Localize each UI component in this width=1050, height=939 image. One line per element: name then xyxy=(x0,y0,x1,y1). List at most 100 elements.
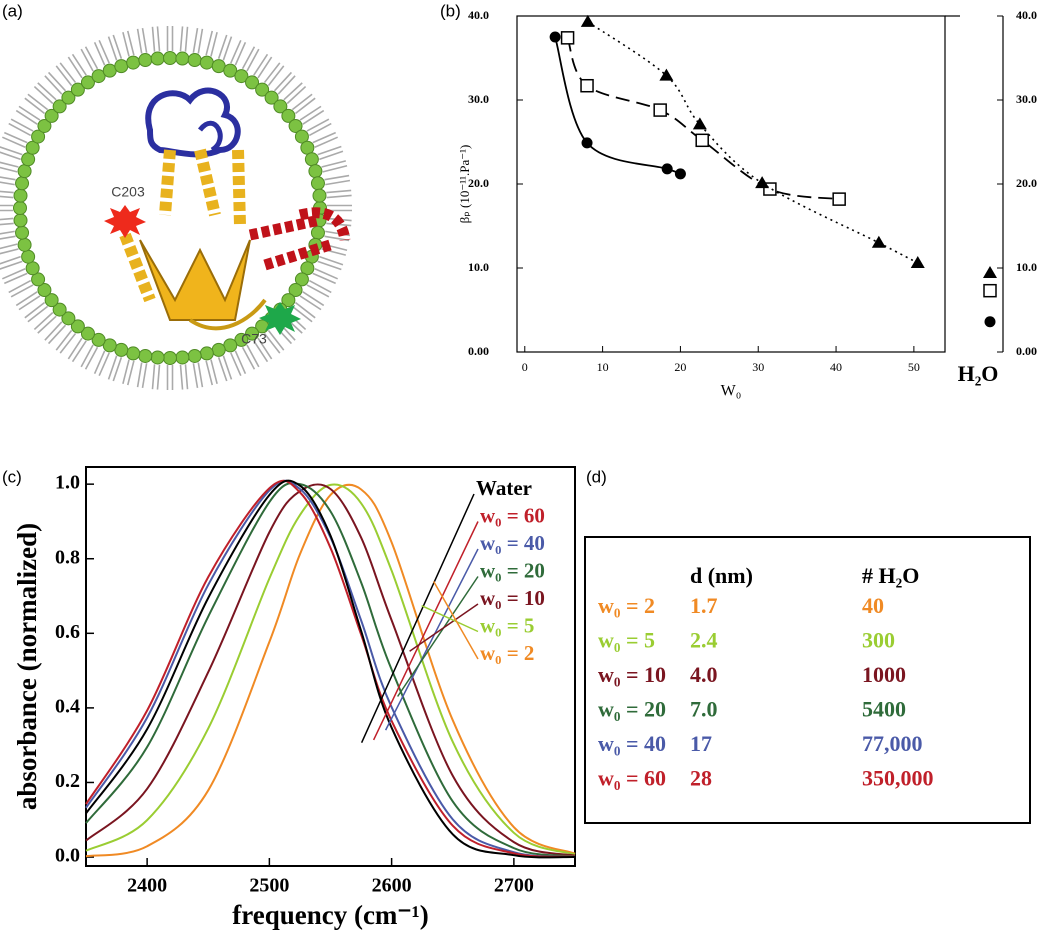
lipid-tail xyxy=(317,145,342,156)
series-line xyxy=(85,483,576,858)
lipid-tail xyxy=(253,53,269,76)
x-tick-label: 2400 xyxy=(127,875,167,897)
lipid-tail xyxy=(0,255,21,265)
y-tick-label: 0.8 xyxy=(55,546,80,568)
lipid-head xyxy=(234,332,249,347)
lipid-tail xyxy=(294,97,316,115)
y-tick-label: 0.4 xyxy=(55,695,80,717)
lipid-tail xyxy=(0,176,16,181)
lipid-tail xyxy=(47,71,67,92)
lipid-tail xyxy=(141,27,148,53)
panel-label: (d) xyxy=(586,467,607,486)
lipid-head xyxy=(44,293,59,308)
lipid-head xyxy=(80,75,95,90)
lipid-head xyxy=(61,90,76,105)
lipid-tail xyxy=(317,260,342,271)
lipid-tail xyxy=(234,350,247,374)
y-tick-label: 0.00 xyxy=(468,344,489,358)
lipid-tail xyxy=(18,105,41,121)
lipid-tail xyxy=(184,26,189,52)
point xyxy=(581,137,593,149)
lipid-tail xyxy=(107,36,118,61)
lipid-tail xyxy=(71,340,87,363)
lipid-head xyxy=(308,164,323,179)
lipid-tail xyxy=(246,344,260,368)
lipid-head xyxy=(44,108,59,123)
lipid-tail xyxy=(312,131,336,144)
lipid-head xyxy=(281,293,296,308)
coil xyxy=(188,298,267,331)
table-cell: w₀ = 10 xyxy=(598,662,666,687)
lipid-tail xyxy=(308,122,332,137)
table-cell: 28 xyxy=(690,766,712,791)
legend-label: w₀ = 20 xyxy=(480,558,545,582)
table-header: d (nm) xyxy=(690,563,753,588)
y-tick-label: 0.0 xyxy=(55,845,80,867)
lipid-head xyxy=(288,118,303,133)
lipid-tail xyxy=(314,268,338,280)
point xyxy=(653,103,667,117)
lipid-tail xyxy=(0,146,23,156)
y2-tick-label: 30.0 xyxy=(1016,92,1037,106)
lipid-head xyxy=(163,51,177,65)
lipid-tail xyxy=(312,272,336,285)
x-tick-label: 40 xyxy=(830,360,842,374)
x-tick-label: 20 xyxy=(674,360,686,374)
lipid-tail xyxy=(273,71,293,92)
point xyxy=(695,133,709,148)
lipid-tail xyxy=(263,332,281,354)
series-line xyxy=(85,483,576,856)
lipid-head xyxy=(211,342,226,357)
helix xyxy=(119,232,156,303)
table-cell: 17 xyxy=(690,731,712,756)
lipid-tail xyxy=(179,26,184,52)
lipid-tail xyxy=(184,364,189,390)
series-line xyxy=(566,37,840,201)
lipid-head xyxy=(264,90,279,105)
lipid-head xyxy=(91,332,106,347)
helix xyxy=(248,207,351,271)
lipid-tail xyxy=(141,363,148,389)
lipid-tail xyxy=(267,329,285,351)
point xyxy=(661,163,673,175)
lipid-head xyxy=(13,201,27,215)
series-line xyxy=(85,482,576,858)
lipid-tail xyxy=(8,122,32,137)
lipid-tail xyxy=(222,355,233,380)
y-tick-label: 0.2 xyxy=(55,770,80,792)
table-cell: w₀ = 5 xyxy=(598,628,655,653)
point xyxy=(692,117,707,130)
lipid-tail xyxy=(80,48,94,72)
series-line xyxy=(587,21,919,264)
lipid-head xyxy=(80,326,95,341)
lipid-head xyxy=(245,75,260,90)
table-cell: w₀ = 20 xyxy=(598,697,666,722)
lipid-tail xyxy=(283,82,303,101)
lipid-head xyxy=(294,129,309,144)
table-cell: w₀ = 40 xyxy=(598,731,666,756)
lipid-head xyxy=(163,351,177,365)
legend-label: w₀ = 40 xyxy=(480,531,545,555)
lipid-tail xyxy=(291,93,313,111)
lipid-head xyxy=(150,350,165,365)
lipid-tail xyxy=(257,337,273,360)
micelle-diagram: C203 C73 xyxy=(0,26,352,390)
lipid-tail xyxy=(10,284,34,298)
point xyxy=(755,176,770,189)
label-pointer xyxy=(397,576,479,697)
lipid-head xyxy=(37,118,52,133)
lipid-tail xyxy=(322,164,348,173)
sheet xyxy=(139,239,251,321)
point xyxy=(580,14,595,27)
label-pointer xyxy=(384,548,479,731)
lipid-tail xyxy=(319,255,344,266)
lipid-tail xyxy=(2,136,26,148)
lipid-tail xyxy=(253,340,269,363)
lipid-tail xyxy=(277,75,296,95)
lipid-tail xyxy=(44,75,63,95)
lipid-tail xyxy=(0,151,21,161)
lipid-tail xyxy=(241,346,256,370)
lipid-tail xyxy=(286,85,307,105)
lipid-tail xyxy=(217,34,228,59)
y-tick-label: 40.0 xyxy=(468,8,489,22)
